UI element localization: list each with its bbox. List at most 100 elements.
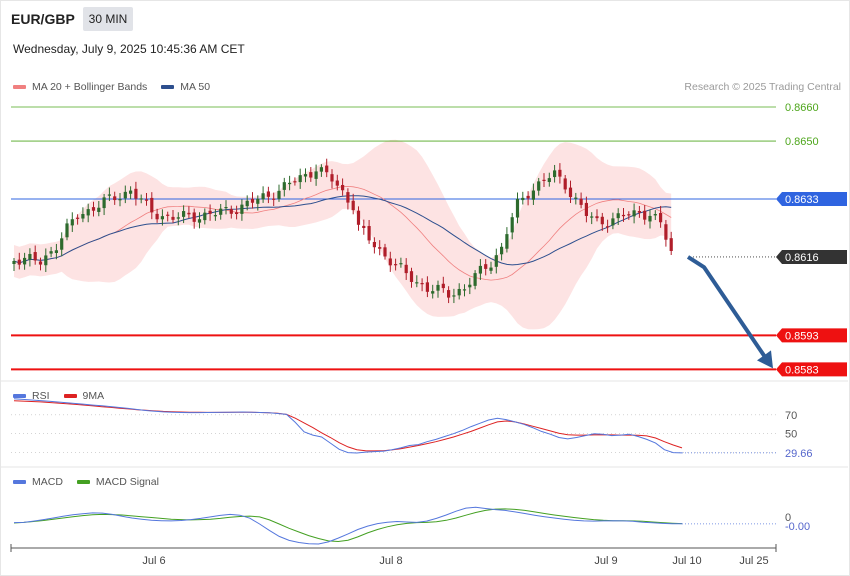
candle-body [510,217,514,233]
candle-body [160,216,164,220]
candle-body [97,207,101,212]
price-level-label-0.8660: 0.8660 [785,102,819,114]
ma50-line [13,195,672,266]
ma20-legend-label: MA 20 + Bollinger Bands [32,81,148,93]
candle-body [600,216,604,225]
candle-body [65,223,69,238]
rsi-line [13,398,683,454]
candle-body [23,257,27,265]
candle-body [187,212,191,215]
candle-body [33,252,37,261]
candle-body [107,194,111,196]
price-tag-0.8583 [776,362,847,377]
candle-body [356,210,361,225]
candle-body [500,246,504,255]
candle-body [521,197,525,201]
candle-body [134,188,138,199]
candle-body [526,195,530,199]
rsi-level-label-50: 50 [785,429,797,441]
candle-body [394,264,398,266]
candle-body [277,190,281,199]
candle-body [208,210,212,214]
candle-body [468,284,472,288]
candle-body [643,210,647,220]
candle-body [261,193,265,200]
candle-body [542,179,546,181]
candle-body [653,214,657,216]
candle-body [245,200,249,207]
macd-zero-label: 0 [785,512,791,524]
candle-body [293,181,297,183]
candle-body [213,215,217,217]
price-level-label-0.8583: 0.8583 [785,364,819,376]
candle-body [484,264,488,269]
macd-signal-line [13,508,683,543]
candle-body [38,261,43,265]
candle-body [632,210,636,217]
candle-body [229,209,233,214]
candle-body [659,212,663,223]
candle-body [182,211,186,217]
candle-body [346,192,350,203]
x-tick-Jul-9: Jul 9 [594,555,617,567]
candle-body [28,253,32,260]
candle-body [224,207,228,209]
x-tick-Jul-6: Jul 6 [142,555,165,567]
candle-body [621,214,626,217]
candle-body [86,209,90,216]
candle-body [616,213,620,219]
candle-body [144,199,149,201]
rsi-swatch [13,394,26,398]
candle-body [91,207,96,211]
rsi-level-label-70: 70 [785,410,797,422]
macd-signal-swatch [76,480,90,484]
price-legend: MA 20 + Bollinger Bands MA 50 [13,81,224,93]
price-level-label-0.8650: 0.8650 [785,136,819,148]
price-tag-0.8616 [776,249,847,264]
candle-body [648,215,652,222]
forecast-arrow-head [757,350,773,369]
candle-body [240,204,244,214]
candle-body [399,263,403,265]
candle-body [489,267,493,271]
macd-swatch [13,480,26,484]
candle-body [362,225,366,228]
candle-body [611,218,615,226]
candle-body [372,241,376,248]
candle-body [282,182,286,190]
candle-body [256,198,260,204]
candle-body [197,219,202,223]
candle-body [441,283,445,289]
candle-body [531,190,535,200]
candle-body [383,247,387,257]
candle-body [425,282,429,292]
candle-body [288,182,292,185]
candle-body [250,198,255,203]
candle-body [515,198,520,218]
x-tick-Jul-25: Jul 25 [739,555,768,567]
candle-body [378,247,382,249]
price-tag-0.8633 [776,192,847,207]
candle-body [54,250,58,253]
candle-body [388,258,392,266]
ma50-swatch [161,85,175,89]
candle-body [637,211,641,213]
candle-body [192,212,196,222]
ma50-legend-label: MA 50 [180,81,211,93]
candle-body [494,255,498,267]
candle-body [553,170,557,178]
candle-body [584,202,588,216]
price-tag-0.8593 [776,328,847,343]
candle-body [537,181,541,191]
timeframe-badge[interactable]: 30 MIN [83,7,133,31]
candle-body [272,198,276,200]
macd-line [13,506,682,545]
rsi-ma-legend-label: 9MA [82,390,105,402]
candle-body [473,273,477,286]
x-tick-Jul-10: Jul 10 [672,555,701,567]
candle-body [420,283,424,285]
candle-body [235,212,239,215]
candle-body [76,217,80,219]
x-tick-Jul-8: Jul 8 [379,555,402,567]
